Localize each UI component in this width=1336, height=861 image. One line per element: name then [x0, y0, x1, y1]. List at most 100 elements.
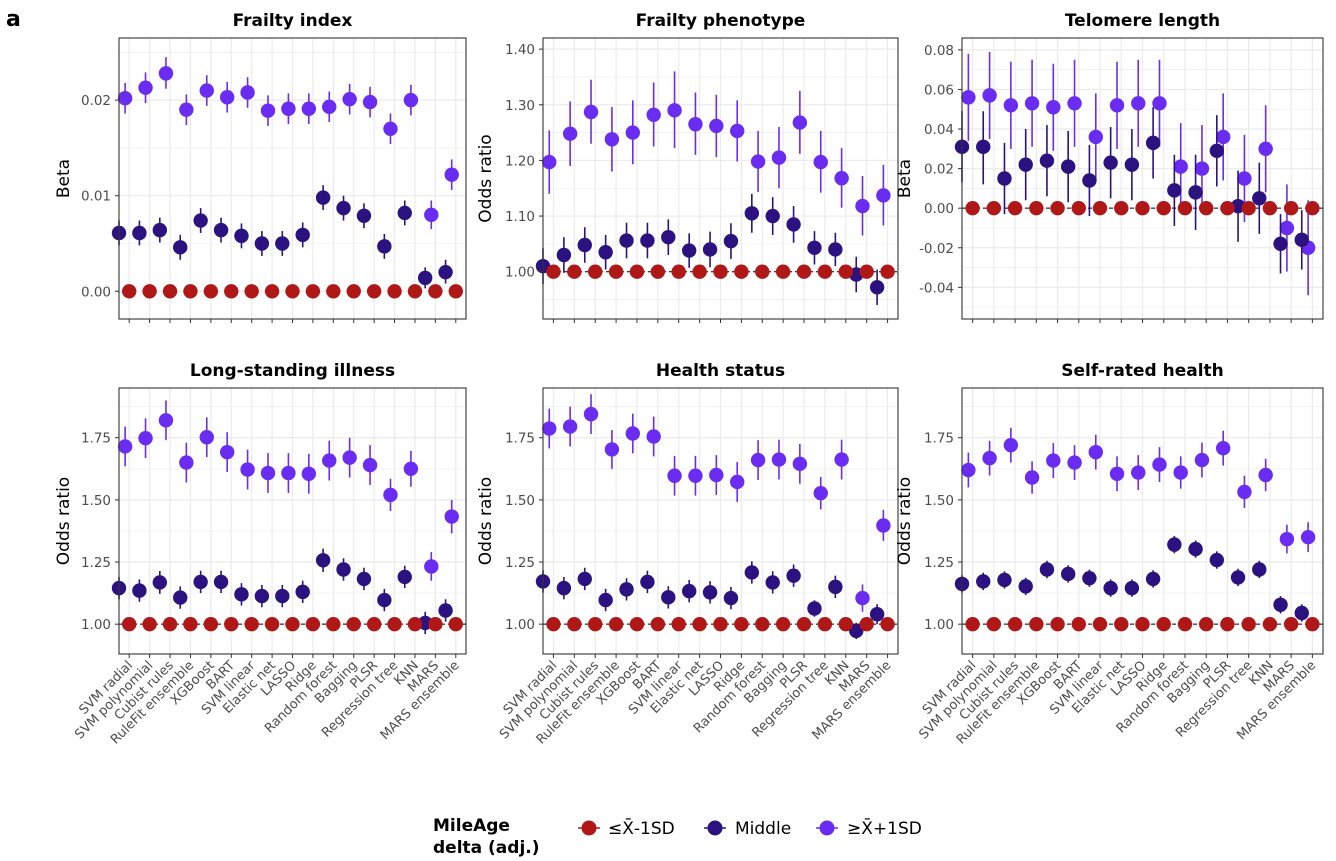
data-point	[961, 90, 976, 105]
data-point	[1131, 96, 1146, 111]
data-point	[1060, 159, 1076, 174]
data-point	[1152, 96, 1167, 111]
panel-title: Telomere length	[1065, 11, 1220, 31]
legend-label-high: ≥X̄+1SD	[847, 817, 922, 839]
panel-label: a	[6, 7, 21, 32]
y-tick-label: 0.02	[924, 162, 954, 178]
data-point	[1067, 96, 1082, 111]
data-point	[322, 453, 337, 468]
data-point	[997, 171, 1012, 186]
legend-entry-low: ≤X̄-1SD	[578, 817, 675, 839]
data-point	[709, 467, 724, 483]
data-point	[1283, 200, 1299, 216]
data-point	[1156, 200, 1171, 216]
data-point	[661, 230, 676, 245]
legend: MileAge delta (adj.) ≤X̄-1SD Middle ≥X̄+…	[433, 816, 922, 858]
data-point	[158, 413, 174, 428]
series-low	[546, 264, 895, 279]
legend-key-dot-low	[581, 820, 597, 836]
data-point	[1167, 537, 1182, 552]
data-point	[1258, 467, 1273, 483]
data-point	[203, 616, 219, 632]
data-point	[1262, 200, 1278, 216]
data-point	[403, 461, 419, 476]
data-point	[650, 264, 666, 279]
data-point	[556, 580, 572, 596]
panel-frailty-phenotype: 1.00 1.10 1.20 1.30 1.40 Frailty phenotype Odd…	[476, 11, 899, 323]
data-point	[855, 590, 870, 606]
panels: 0.00 0.01 0.02 Frailty index Beta 1.00 1.10 1.2…	[54, 11, 1324, 747]
data-point	[1046, 453, 1061, 468]
data-point	[1283, 616, 1299, 632]
data-point	[1092, 616, 1108, 632]
data-point	[734, 264, 749, 279]
y-tick-label: 1.75	[81, 431, 111, 447]
data-point	[224, 284, 239, 299]
data-point	[448, 284, 463, 299]
y-tick-label: 1.00	[924, 617, 954, 633]
data-point	[346, 616, 361, 632]
series-high	[961, 427, 1316, 554]
y-tick-label: 0.01	[81, 189, 111, 205]
data-point	[730, 123, 745, 139]
panel-title: Frailty phenotype	[636, 11, 806, 31]
data-point	[692, 616, 707, 632]
data-point	[322, 99, 337, 115]
data-point	[213, 222, 229, 238]
series-high	[542, 394, 891, 612]
data-point	[792, 115, 808, 130]
data-point	[619, 233, 634, 248]
data-point	[1199, 200, 1214, 216]
data-point	[1173, 465, 1188, 480]
data-point	[1220, 616, 1235, 632]
data-point	[362, 94, 378, 110]
data-point	[730, 474, 745, 490]
data-point	[448, 616, 463, 632]
data-point	[244, 284, 259, 299]
data-point	[775, 616, 791, 632]
data-point	[1273, 597, 1288, 612]
data-point	[1103, 155, 1118, 170]
data-point	[702, 585, 718, 600]
y-tick-label: 1.25	[81, 555, 111, 571]
series-low	[546, 616, 895, 632]
data-point	[661, 590, 676, 605]
data-point	[1082, 173, 1097, 188]
data-point	[588, 264, 603, 279]
data-point	[281, 101, 296, 116]
data-point	[387, 616, 402, 632]
data-point	[275, 236, 290, 251]
legend-label-middle: Middle	[735, 819, 791, 839]
data-point	[1135, 616, 1150, 632]
legend-title-line2: delta (adj.)	[433, 838, 540, 858]
data-point	[838, 616, 853, 632]
data-point	[976, 139, 991, 155]
data-point	[542, 154, 557, 170]
y-tick-label: 1.50	[81, 493, 111, 509]
data-point	[193, 574, 208, 590]
data-point	[285, 284, 300, 299]
series-low	[122, 284, 463, 299]
data-point	[577, 571, 592, 587]
data-point	[1018, 579, 1033, 594]
data-point	[301, 466, 317, 481]
data-point	[567, 264, 582, 279]
y-tick-label: 1.40	[505, 42, 535, 58]
y-tick-label: 1.10	[505, 209, 535, 225]
data-point	[407, 284, 423, 299]
data-point	[1124, 580, 1140, 596]
data-point	[838, 264, 853, 279]
data-point	[1230, 199, 1246, 214]
data-point	[1114, 616, 1129, 632]
y-tick-label: 0.04	[924, 122, 954, 138]
panel-telomere-length: -0.04 -0.02 0.00 0.02 0.04 0.06 0.08 Telomere l…	[895, 11, 1324, 323]
data-point	[138, 431, 153, 446]
data-point	[342, 91, 357, 107]
data-point	[598, 592, 613, 608]
data-point	[173, 240, 188, 255]
data-point	[828, 242, 843, 257]
data-point	[254, 588, 270, 604]
data-point	[142, 284, 157, 299]
data-point	[219, 444, 235, 460]
data-point	[667, 103, 682, 118]
